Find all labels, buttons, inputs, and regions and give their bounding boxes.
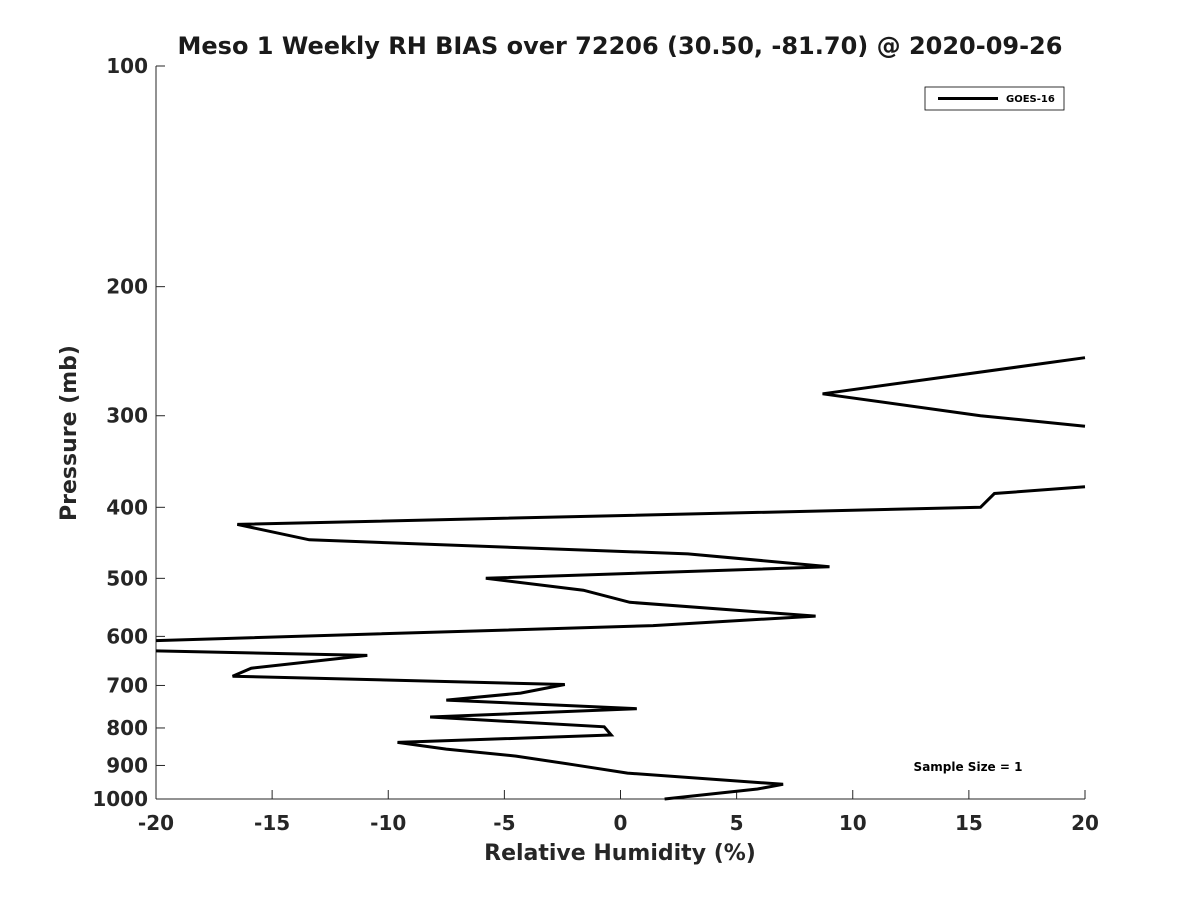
x-tick-label: 5 — [730, 811, 744, 835]
x-ticks: -20 -15 -10 -5 0 5 10 15 20 — [138, 790, 1099, 835]
chart-title: Meso 1 Weekly RH BIAS over 72206 (30.50,… — [178, 32, 1063, 60]
x-tick-label: 15 — [955, 811, 983, 835]
y-tick-label: 100 — [106, 54, 148, 78]
y-tick-label: 200 — [106, 275, 148, 299]
x-axis-label: Relative Humidity (%) — [484, 841, 756, 866]
x-tick-label: 10 — [839, 811, 867, 835]
y-ticks: 100 200 300 400 500 600 700 800 900 1000 — [92, 54, 165, 811]
series-line-segment — [822, 356, 1086, 428]
y-axis-label: Pressure (mb) — [57, 345, 82, 521]
plot-area — [155, 66, 1085, 800]
y-tick-label: 1000 — [92, 787, 148, 811]
y-tick-label: 300 — [106, 404, 148, 428]
y-tick-label: 400 — [106, 495, 148, 519]
x-tick-label: 0 — [614, 811, 628, 835]
legend-label-goes16: GOES-16 — [1006, 94, 1055, 105]
y-tick-label: 500 — [106, 566, 148, 590]
series-layer — [155, 356, 1086, 801]
x-tick-label: -20 — [138, 811, 174, 835]
y-tick-label: 900 — [106, 753, 148, 777]
x-tick-label: -10 — [370, 811, 406, 835]
x-tick-label: -5 — [493, 811, 515, 835]
series-line-segment — [155, 485, 1086, 643]
series-line-segment — [155, 649, 784, 801]
y-tick-label: 600 — [106, 624, 148, 648]
y-tick-label: 800 — [106, 716, 148, 740]
sample-size-annotation: Sample Size = 1 — [914, 760, 1023, 774]
x-tick-label: -15 — [254, 811, 290, 835]
x-tick-label: 20 — [1071, 811, 1099, 835]
legend: GOES-16 — [924, 86, 1065, 111]
y-tick-label: 700 — [106, 673, 148, 697]
